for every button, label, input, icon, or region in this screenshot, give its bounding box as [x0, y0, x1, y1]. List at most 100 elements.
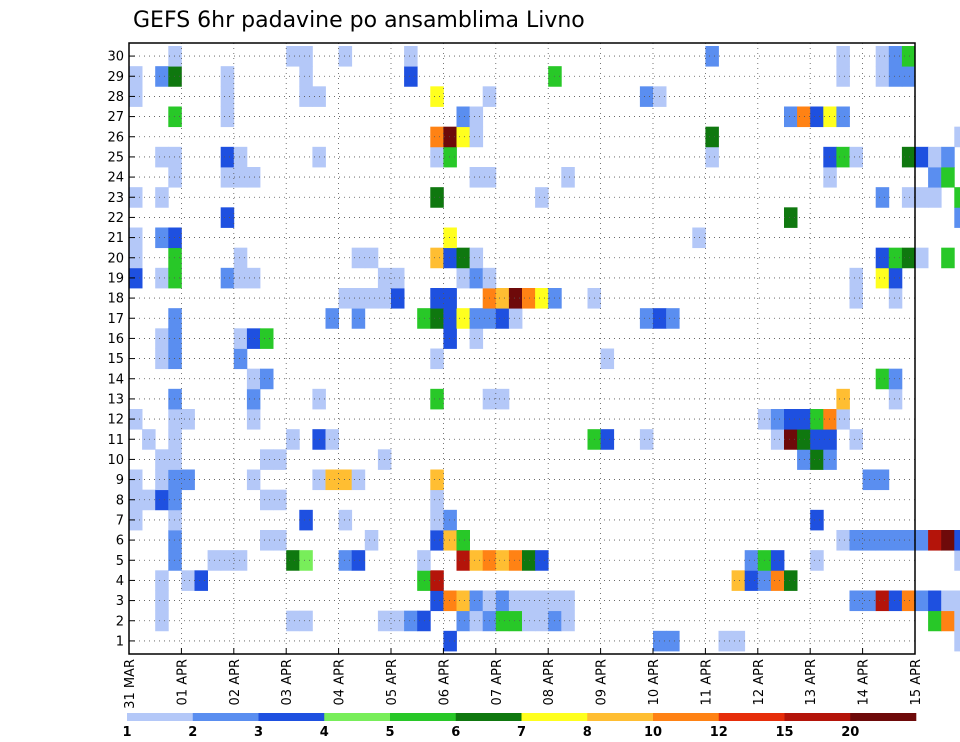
y-tick-label: 21: [107, 231, 124, 246]
heatmap-cell: [849, 429, 863, 450]
heatmap-cell: [443, 509, 457, 531]
chart-title: GEFS 6hr padavine po ansamblima Livno: [133, 8, 585, 33]
y-tick-label: 14: [107, 372, 124, 387]
y-tick-label: 12: [107, 413, 124, 428]
colorbar-label: 1: [122, 725, 131, 740]
heatmap-cell: [220, 267, 235, 289]
heatmap-cell: [391, 288, 405, 309]
heatmap-cell: [338, 469, 353, 491]
heatmap-cell: [168, 550, 182, 571]
heatmap-cell: [941, 590, 955, 612]
y-tick-label: 6: [116, 534, 124, 549]
heatmap-cell: [456, 550, 470, 571]
heatmap-cell: [849, 288, 863, 309]
y-tick-label: 3: [116, 594, 124, 609]
heatmap-cell: [286, 429, 300, 450]
heatmap-cell: [299, 66, 313, 87]
heatmap-cell: [901, 247, 916, 269]
heatmap-cell: [784, 409, 798, 430]
heatmap-cell: [443, 530, 457, 551]
heatmap-cell: [443, 288, 457, 309]
heatmap-cell: [246, 267, 261, 289]
heatmap-cell: [155, 570, 169, 591]
heatmap-cell: [744, 550, 759, 571]
heatmap-cell: [535, 288, 549, 309]
y-tick-label: 10: [107, 453, 124, 468]
colorbar-swatch: [587, 713, 654, 721]
heatmap-cell: [443, 247, 457, 269]
heatmap-cell: [129, 66, 143, 87]
heatmap-cell: [888, 530, 903, 551]
heatmap-cell: [836, 106, 850, 128]
heatmap-cell: [129, 187, 143, 208]
heatmap-cell: [888, 46, 903, 67]
heatmap-cell: [875, 469, 890, 491]
colorbar-label: 12: [710, 725, 728, 740]
heatmap-cell: [129, 409, 143, 430]
heatmap-cell: [522, 610, 536, 632]
x-axis-ticks: 31 MAR 01 APR 02 APR 03 APR 04 APR 05 APR 06 A…: [123, 648, 924, 709]
heatmap-cell: [915, 187, 929, 208]
heatmap-cell: [954, 530, 960, 551]
x-tick-label: 12 APR: [752, 659, 767, 705]
heatmap-cell: [823, 146, 837, 168]
heatmap-cell: [561, 167, 575, 188]
y-tick-label: 18: [107, 292, 124, 307]
heatmap-cell: [901, 66, 916, 87]
heatmap-cell: [168, 66, 182, 87]
colorbar-label: 5: [385, 725, 394, 740]
colorbar-label: 7: [517, 725, 526, 740]
heatmap-cell: [142, 489, 156, 511]
heatmap-cell: [220, 550, 235, 571]
heatmap-cell: [456, 308, 470, 329]
y-tick-label: 16: [107, 332, 124, 347]
heatmap-cell: [954, 590, 960, 612]
heatmap-cell: [443, 126, 457, 148]
x-tick-label: 01 APR: [175, 659, 190, 705]
heatmap-cell: [220, 106, 235, 128]
heatmap-cell: [299, 46, 313, 67]
heatmap-cell: [129, 227, 143, 249]
heatmap-cell: [508, 288, 523, 309]
heatmap-cell: [875, 187, 890, 208]
heatmap-cell: [469, 167, 484, 188]
heatmap-cell: [770, 409, 785, 430]
heatmap-cell: [954, 630, 960, 652]
heatmap-cell: [823, 167, 837, 188]
heatmap-cell: [888, 368, 903, 390]
heatmap-cell: [784, 207, 798, 228]
heatmap-cell: [233, 348, 248, 370]
heatmap-cell: [810, 429, 824, 450]
heatmap-cell: [928, 146, 942, 168]
y-tick-label: 17: [107, 312, 124, 327]
heatmap-cell: [941, 610, 955, 632]
colorbar-swatch: [718, 713, 785, 721]
heatmap-cell: [299, 86, 313, 107]
heatmap-cell: [220, 207, 235, 228]
heatmap-cell: [168, 388, 182, 410]
heatmap-cell: [901, 590, 916, 612]
heatmap-cell: [508, 550, 523, 571]
heatmap-cell: [639, 86, 654, 107]
heatmap-cell: [744, 570, 759, 591]
heatmap-cell: [954, 550, 960, 571]
heatmap-cell: [430, 187, 444, 208]
x-tick-label: 06 APR: [437, 659, 452, 705]
heatmap-cell: [849, 590, 863, 612]
y-tick-label: 27: [107, 110, 124, 125]
heatmap-cell: [181, 570, 195, 591]
heatmap-cell: [941, 146, 955, 168]
heatmap-cell: [535, 550, 549, 571]
heatmap-cell: [823, 106, 837, 128]
heatmap-cell: [220, 66, 235, 87]
heatmap-cell: [928, 610, 942, 632]
heatmap-cell: [129, 86, 143, 107]
heatmap-cell: [888, 388, 903, 410]
x-tick-label: 05 APR: [385, 659, 400, 705]
colorbar-label: 20: [841, 725, 859, 740]
heatmap-cell: [168, 449, 182, 470]
heatmap-cell: [954, 187, 960, 208]
heatmap-cell: [823, 409, 837, 430]
heatmap-cell: [823, 429, 837, 450]
heatmap-cell: [233, 328, 248, 349]
